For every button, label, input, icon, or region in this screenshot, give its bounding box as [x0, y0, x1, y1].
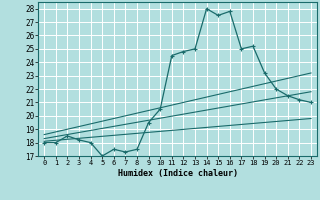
- X-axis label: Humidex (Indice chaleur): Humidex (Indice chaleur): [118, 169, 238, 178]
